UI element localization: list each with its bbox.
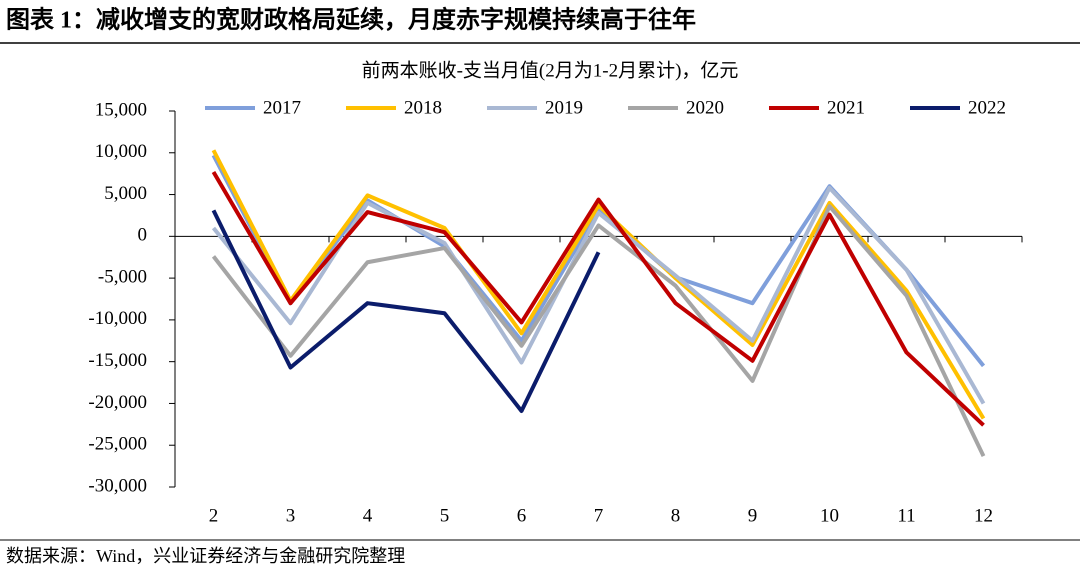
legend-label: 2019 xyxy=(545,97,583,118)
legend-label: 2020 xyxy=(686,97,724,118)
series-line xyxy=(211,149,986,420)
series-line xyxy=(211,204,986,457)
y-tick-label: -10,000 xyxy=(88,308,147,329)
y-tick-label: -15,000 xyxy=(88,350,147,371)
chart-title: 前两本账收-支当月值(2月为1-2月累计)，亿元 xyxy=(362,59,739,81)
x-tick-label: 7 xyxy=(594,505,604,526)
x-tick-label: 6 xyxy=(517,505,527,526)
y-tick-label: -20,000 xyxy=(88,392,147,413)
series-line xyxy=(211,170,985,427)
legend-label: 2021 xyxy=(827,97,865,118)
y-tick-label: -30,000 xyxy=(88,475,147,496)
series-line xyxy=(211,209,601,413)
legend-label: 2018 xyxy=(404,97,442,118)
legend-label: 2022 xyxy=(968,97,1006,118)
x-tick-label: 11 xyxy=(897,505,915,526)
y-tick-label: 10,000 xyxy=(95,141,147,162)
source-note: 数据来源：Wind，兴业证券经济与金融研究院整理 xyxy=(6,546,405,566)
x-tick-label: 8 xyxy=(671,505,681,526)
x-tick-label: 5 xyxy=(440,505,450,526)
x-tick-label: 10 xyxy=(820,505,839,526)
y-tick-label: 0 xyxy=(138,225,148,246)
x-tick-label: 2 xyxy=(209,505,219,526)
y-tick-label: -5,000 xyxy=(98,266,147,287)
x-tick-label: 4 xyxy=(363,505,373,526)
y-tick-label: 5,000 xyxy=(104,183,147,204)
legend-label: 2017 xyxy=(263,97,301,118)
header-title: 图表 1：减收增支的宽财政格局延续，月度赤字规模持续高于往年 xyxy=(6,6,696,34)
y-tick-label: -25,000 xyxy=(88,434,147,455)
series-line xyxy=(211,185,986,405)
x-tick-label: 9 xyxy=(748,505,758,526)
x-tick-label: 3 xyxy=(286,505,296,526)
y-tick-label: 15,000 xyxy=(95,99,147,120)
x-tick-label: 12 xyxy=(974,505,993,526)
